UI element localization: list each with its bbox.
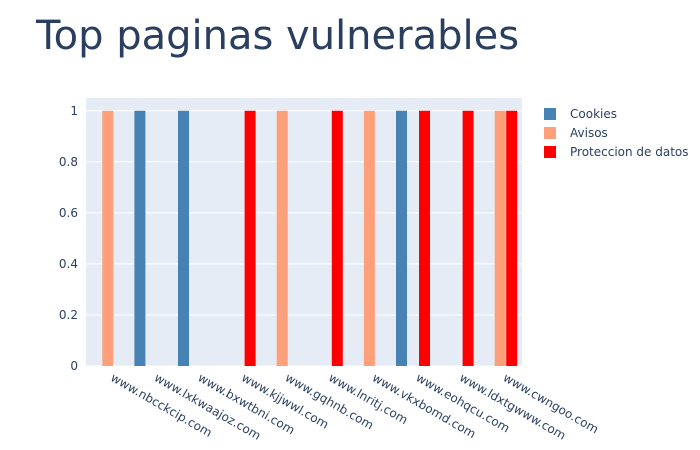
bar-cookies-3	[178, 110, 189, 366]
legend-swatch	[544, 146, 556, 158]
y-tick-label: 0.4	[59, 257, 78, 271]
plot-background	[86, 98, 522, 366]
bar-proteccion-de-datos-6	[331, 110, 343, 366]
legend-item[interactable]: Cookies	[544, 107, 617, 121]
chart-title: Top paginas vulnerables	[36, 13, 520, 59]
legend-label: Cookies	[570, 107, 617, 121]
bar-avisos-7	[363, 110, 375, 366]
bar-avisos-5	[276, 110, 288, 366]
legend-label: Avisos	[570, 126, 608, 140]
y-tick-label: 0	[70, 359, 78, 373]
legend-swatch	[544, 108, 556, 120]
bar-proteccion-de-datos-10	[506, 110, 518, 366]
bar-cookies-8	[396, 110, 407, 366]
bar-cookies-2	[134, 110, 146, 366]
legend-item[interactable]: Proteccion de datos	[544, 145, 689, 159]
y-tick-label: 0.8	[59, 155, 78, 169]
legend-swatch	[544, 127, 556, 139]
y-tick-label: 1	[70, 104, 78, 118]
bar-proteccion-de-datos-4	[244, 110, 256, 366]
bar-proteccion-de-datos-8	[419, 110, 430, 366]
bar-avisos-10	[494, 110, 506, 366]
y-tick-label: 0.2	[59, 308, 78, 322]
legend-label: Proteccion de datos	[570, 145, 689, 159]
bar-proteccion-de-datos-9	[462, 110, 474, 366]
legend-item[interactable]: Avisos	[544, 126, 608, 140]
bar-avisos-1	[102, 110, 114, 366]
y-tick-label: 0.6	[59, 206, 78, 220]
